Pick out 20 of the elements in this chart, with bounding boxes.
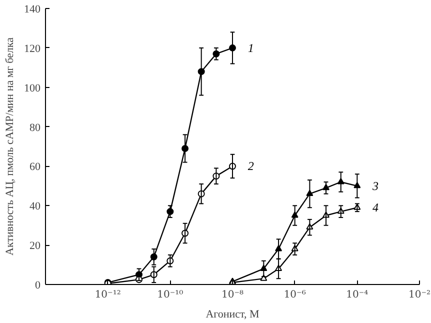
x-tick-label: 10⁻¹⁰	[157, 290, 184, 300]
x-tick-label: 10⁻²	[408, 290, 431, 300]
x-tick-label: 10⁻¹²	[94, 290, 121, 300]
y-tick-label: 80	[30, 122, 41, 134]
x-tick-label: 10⁻⁸	[221, 290, 244, 300]
y-tick-label: 60	[30, 161, 41, 174]
series-label: 2	[248, 159, 254, 174]
series-label: 3	[372, 178, 379, 193]
y-tick-label: 20	[30, 240, 41, 252]
y-tick-label: 140	[24, 4, 41, 16]
series-label: 4	[372, 200, 379, 215]
y-tick-label: 120	[24, 42, 41, 55]
y-tick-label: 100	[24, 82, 41, 94]
x-axis-title: Агонист, М	[206, 308, 260, 320]
y-tick-label: 0	[35, 280, 41, 292]
y-tick-label: 40	[30, 200, 41, 213]
y-axis-title: Активность АЦ, пмоль cAMP/мин на мг белка	[4, 37, 16, 256]
series-label: 1	[248, 40, 254, 55]
x-tick-label: 10⁻⁶	[284, 290, 306, 300]
x-tick-label: 10⁻⁴	[346, 290, 368, 300]
